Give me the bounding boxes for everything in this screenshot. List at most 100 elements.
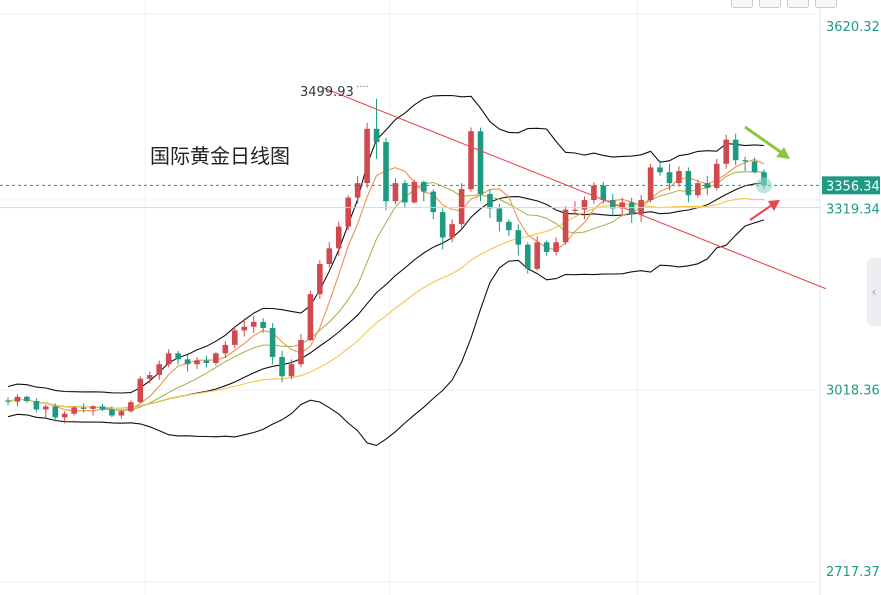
candle <box>298 334 304 368</box>
candle-body <box>118 411 125 416</box>
candle <box>742 156 748 172</box>
candle-body <box>90 406 96 409</box>
candle-body <box>572 209 578 211</box>
candle-body <box>468 131 474 190</box>
candle <box>477 127 484 202</box>
candle <box>411 179 418 204</box>
candle <box>33 397 40 413</box>
candle <box>751 157 758 174</box>
candle-body <box>175 353 181 360</box>
candle-body <box>600 185 607 201</box>
candlestick-series <box>5 98 767 424</box>
candle-body <box>751 161 758 173</box>
candle <box>383 137 389 211</box>
candle-body <box>250 321 257 327</box>
chart-title: 国际黄金日线图 <box>150 144 290 168</box>
current-price-value: 3356.34 <box>826 179 880 194</box>
candle-body <box>439 212 446 238</box>
candle <box>515 224 522 256</box>
candle <box>506 219 512 237</box>
candle-body <box>506 221 512 231</box>
arrow-up-shaft <box>749 204 773 221</box>
candle-body <box>184 359 191 365</box>
candle <box>203 355 210 368</box>
candle <box>439 208 446 250</box>
candle <box>222 341 229 359</box>
current-price-dot <box>756 177 772 194</box>
candle-body <box>137 378 144 403</box>
candle-body <box>543 242 550 252</box>
candle-body <box>364 128 370 184</box>
candle-body <box>345 197 351 227</box>
candle-body <box>213 353 219 363</box>
candle <box>685 167 692 203</box>
bollinger-lower <box>7 219 765 446</box>
candle-body <box>61 413 68 418</box>
chevron-left-icon: ‹ <box>871 285 877 299</box>
candle <box>553 237 559 256</box>
candle-body <box>14 396 21 402</box>
collapse-panel-tab[interactable]: ‹ <box>867 258 881 326</box>
current-price-tag[interactable] <box>822 176 880 195</box>
candle-body <box>534 242 540 269</box>
candle <box>723 134 729 169</box>
candle-body <box>723 139 729 164</box>
candle <box>666 163 673 191</box>
candle-body <box>449 224 455 238</box>
candle <box>543 240 550 256</box>
candle-body <box>335 226 342 249</box>
candle <box>468 127 474 192</box>
candle-body <box>156 364 162 376</box>
candle-body <box>581 200 588 210</box>
toolbar-button-3[interactable] <box>787 0 809 8</box>
candle-body <box>458 189 465 225</box>
candle <box>5 397 11 406</box>
candle-body <box>241 326 248 331</box>
ma-mid-line <box>7 171 765 412</box>
swing-high-label: 3499.93 <box>300 85 354 100</box>
candle <box>373 98 380 159</box>
candle-body <box>676 171 682 184</box>
toolbar-button-1[interactable] <box>731 0 753 8</box>
candle <box>279 350 285 383</box>
candle-body <box>194 360 200 365</box>
candle <box>232 326 238 349</box>
arrow-down-head <box>776 147 790 159</box>
candle <box>458 183 465 228</box>
descending-trendline[interactable] <box>319 86 827 290</box>
candle <box>52 403 59 422</box>
candle <box>317 260 323 300</box>
candle <box>241 318 248 337</box>
toolbar-button-2[interactable] <box>759 0 781 8</box>
candle <box>146 371 153 384</box>
arrow-up-head <box>768 200 780 211</box>
candle-body <box>421 181 427 192</box>
price-tick-label: 3620.32 <box>826 20 880 35</box>
candle-body <box>232 330 238 345</box>
candle <box>591 181 597 204</box>
candle <box>647 163 654 203</box>
candle-body <box>5 400 11 402</box>
candle-body <box>24 396 30 402</box>
candle <box>534 236 540 271</box>
price-axis: 3620.32 3018.36 2717.37 <box>826 20 880 580</box>
candle-body <box>222 344 229 354</box>
candle-body <box>742 160 748 162</box>
candle-body <box>402 183 408 203</box>
candle <box>194 356 200 370</box>
candle-body <box>430 191 437 213</box>
candle-body <box>411 181 418 203</box>
toolbar-button-4[interactable] <box>815 0 837 8</box>
candle-body <box>317 264 323 295</box>
candle <box>524 242 531 274</box>
candle <box>562 206 569 245</box>
candle-body <box>279 356 285 377</box>
candle-body <box>326 248 333 265</box>
candle-body <box>109 409 115 416</box>
candle-body <box>713 163 720 188</box>
candle-body <box>666 172 673 184</box>
candle-body <box>515 230 522 245</box>
arrow-down-shaft <box>744 125 783 155</box>
price-tick-label: 2717.37 <box>826 565 880 580</box>
